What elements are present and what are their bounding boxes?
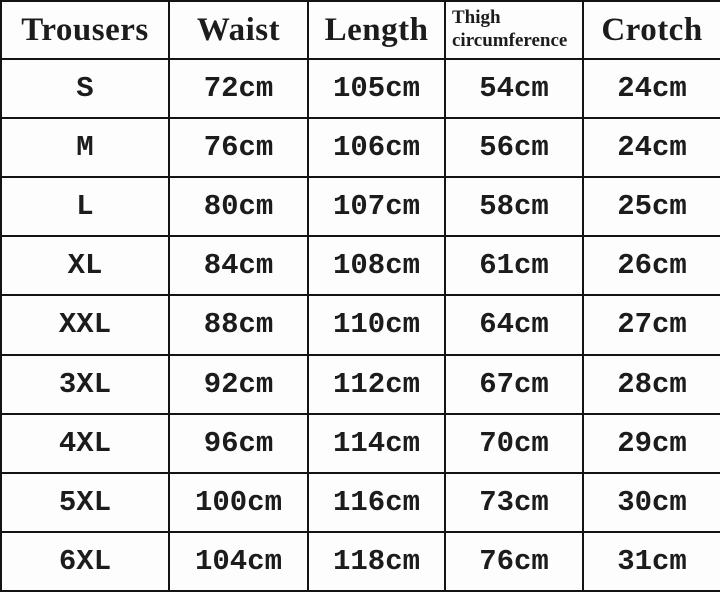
table-row-6xl: 6XL 104cm 118cm 76cm 31cm bbox=[0, 530, 720, 592]
length-cell: 108cm bbox=[307, 235, 446, 297]
size-cell: M bbox=[0, 117, 170, 179]
table-row-m: M 76cm 106cm 56cm 24cm bbox=[0, 117, 720, 179]
thigh-cell: 70cm bbox=[444, 412, 584, 474]
thigh-cell: 58cm bbox=[444, 176, 584, 238]
waist-cell: 92cm bbox=[168, 353, 309, 415]
table-row-xxl: XXL 88cm 110cm 64cm 27cm bbox=[0, 294, 720, 356]
size-cell: 5XL bbox=[0, 471, 170, 533]
crotch-cell: 31cm bbox=[582, 530, 720, 592]
thigh-header-line1: Thigh bbox=[452, 7, 501, 29]
column-header-crotch: Crotch bbox=[582, 0, 720, 60]
waist-cell: 104cm bbox=[168, 530, 309, 592]
waist-cell: 84cm bbox=[168, 235, 309, 297]
crotch-cell: 28cm bbox=[582, 353, 720, 415]
table-row-l: L 80cm 107cm 58cm 25cm bbox=[0, 176, 720, 238]
size-cell: XXL bbox=[0, 294, 170, 356]
size-cell: 6XL bbox=[0, 530, 170, 592]
length-cell: 105cm bbox=[307, 57, 446, 120]
length-cell: 116cm bbox=[307, 471, 446, 533]
crotch-cell: 27cm bbox=[582, 294, 720, 356]
size-cell: S bbox=[0, 57, 170, 120]
table-row-s: S 72cm 105cm 54cm 24cm bbox=[0, 57, 720, 120]
header-row: Trousers Waist Length Thigh circumferenc… bbox=[0, 0, 720, 60]
crotch-cell: 26cm bbox=[582, 235, 720, 297]
column-header-trousers: Trousers bbox=[0, 0, 170, 60]
waist-cell: 76cm bbox=[168, 117, 309, 179]
thigh-cell: 56cm bbox=[444, 117, 584, 179]
length-cell: 110cm bbox=[307, 294, 446, 356]
column-header-thigh-circumference: Thigh circumference bbox=[444, 0, 584, 60]
table-row-5xl: 5XL 100cm 116cm 73cm 30cm bbox=[0, 471, 720, 533]
thigh-cell: 73cm bbox=[444, 471, 584, 533]
size-cell: 4XL bbox=[0, 412, 170, 474]
waist-cell: 88cm bbox=[168, 294, 309, 356]
crotch-cell: 29cm bbox=[582, 412, 720, 474]
thigh-cell: 61cm bbox=[444, 235, 584, 297]
waist-cell: 72cm bbox=[168, 57, 309, 120]
crotch-cell: 24cm bbox=[582, 117, 720, 179]
size-cell: XL bbox=[0, 235, 170, 297]
length-cell: 114cm bbox=[307, 412, 446, 474]
length-cell: 107cm bbox=[307, 176, 446, 238]
size-cell: L bbox=[0, 176, 170, 238]
crotch-cell: 25cm bbox=[582, 176, 720, 238]
thigh-cell: 54cm bbox=[444, 57, 584, 120]
thigh-cell: 64cm bbox=[444, 294, 584, 356]
length-cell: 112cm bbox=[307, 353, 446, 415]
column-header-waist: Waist bbox=[168, 0, 309, 60]
waist-cell: 96cm bbox=[168, 412, 309, 474]
thigh-cell: 76cm bbox=[444, 530, 584, 592]
length-cell: 118cm bbox=[307, 530, 446, 592]
size-cell: 3XL bbox=[0, 353, 170, 415]
waist-cell: 100cm bbox=[168, 471, 309, 533]
table-row-4xl: 4XL 96cm 114cm 70cm 29cm bbox=[0, 412, 720, 474]
thigh-header-line2: circumference bbox=[452, 30, 568, 51]
waist-cell: 80cm bbox=[168, 176, 309, 238]
crotch-cell: 30cm bbox=[582, 471, 720, 533]
length-cell: 106cm bbox=[307, 117, 446, 179]
thigh-cell: 67cm bbox=[444, 353, 584, 415]
table-row-xl: XL 84cm 108cm 61cm 26cm bbox=[0, 235, 720, 297]
column-header-length: Length bbox=[307, 0, 446, 60]
table-row-3xl: 3XL 92cm 112cm 67cm 28cm bbox=[0, 353, 720, 415]
crotch-cell: 24cm bbox=[582, 57, 720, 120]
